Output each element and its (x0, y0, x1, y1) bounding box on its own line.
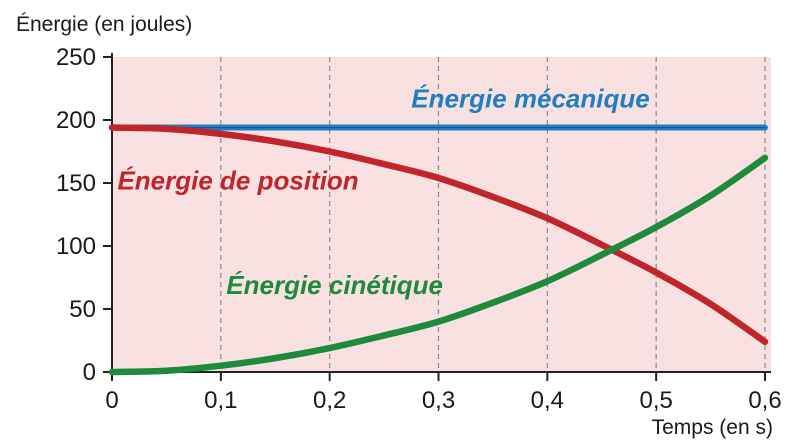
label-energie-cinetique: Énergie cinétique (226, 270, 443, 300)
y-tick-label: 0 (83, 359, 96, 386)
label-energie-mecanique: Énergie mécanique (411, 83, 649, 113)
tick-labels: 0 50 100 150 200 250 0 0,1 0,2 0,3 0,4 0,5 0,6 (56, 44, 782, 414)
y-tick-label: 200 (56, 107, 96, 134)
x-axis-title: Temps (en s) (652, 416, 773, 439)
grid-lines (220, 57, 766, 372)
y-tick-label: 150 (56, 170, 96, 197)
x-tick-label: 0,4 (531, 387, 564, 414)
x-tick-label: 0,6 (748, 387, 781, 414)
series-lines (108, 124, 769, 376)
x-tick-label: 0 (105, 387, 118, 414)
series-cinetique-line (108, 154, 769, 376)
y-axis-title: Énergie (en joules) (16, 13, 192, 36)
y-tick-label: 100 (56, 233, 96, 260)
y-tick-label: 250 (56, 44, 96, 71)
label-energie-position: Énergie de position (117, 165, 358, 195)
x-tick-label: 0,3 (422, 387, 455, 414)
x-tick-label: 0,5 (639, 387, 672, 414)
y-tick-label: 50 (69, 296, 96, 323)
series-labels: Énergie mécanique Énergie de position Éner… (117, 83, 649, 299)
x-tick-label: 0,1 (204, 387, 237, 414)
axes (103, 53, 771, 381)
series-position-line (108, 124, 769, 346)
x-tick-label: 0,2 (313, 387, 346, 414)
